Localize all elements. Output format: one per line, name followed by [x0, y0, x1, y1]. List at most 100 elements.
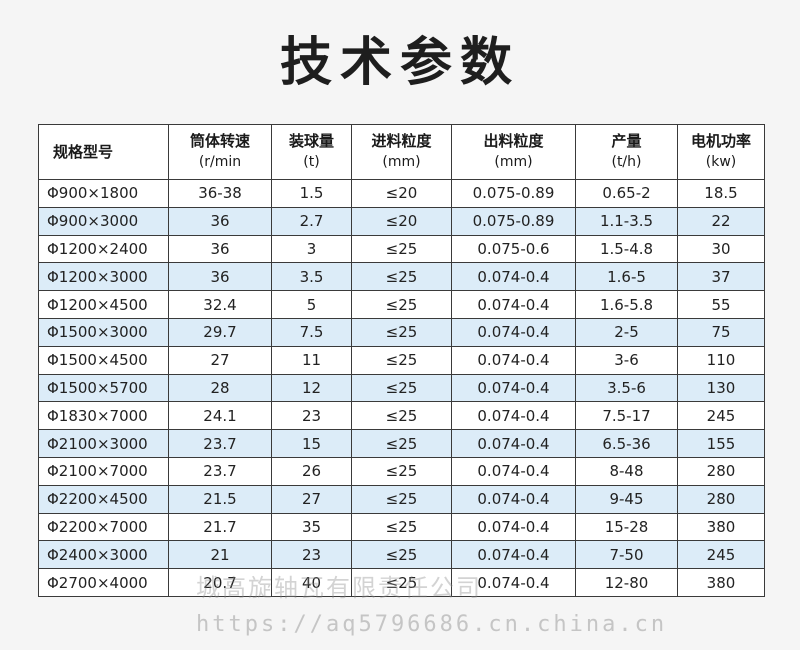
header-unit: (mm): [382, 154, 421, 170]
table-cell: 36-38: [168, 179, 272, 208]
model-cell: Φ900×1800: [38, 179, 169, 208]
table-cell: ≤25: [351, 540, 452, 570]
model-cell: Φ2700×4000: [38, 568, 169, 597]
table-cell: 6.5-36: [575, 429, 678, 458]
table-cell: 8-48: [575, 456, 678, 486]
table-cell: 27: [271, 484, 352, 514]
table-cell: 0.074-0.4: [451, 345, 576, 375]
table-cell: 280: [677, 456, 765, 486]
table-cell: 9-45: [575, 484, 678, 514]
model-cell: Φ1830×7000: [38, 401, 169, 431]
table-cell: 0.074-0.4: [451, 456, 576, 486]
header-cell: 进料粒度 (mm): [351, 124, 452, 180]
table-cell: 0.074-0.4: [451, 262, 576, 292]
table-cell: 3.5: [271, 262, 352, 292]
table-cell: ≤25: [351, 234, 452, 264]
header-cell: 规格型号: [38, 124, 169, 180]
table-cell: ≤25: [351, 290, 452, 319]
table-cell: 23.7: [168, 456, 272, 486]
table-cell: 0.074-0.4: [451, 429, 576, 458]
table-cell: 130: [677, 373, 765, 403]
table-cell: 24.1: [168, 401, 272, 431]
table-cell: 7.5-17: [575, 401, 678, 431]
table-row: Φ2200×7000 21.7 35 ≤25 0.074-0.4 15-28 380: [38, 512, 765, 542]
header-label: 规格型号: [53, 142, 114, 161]
table-cell: ≤25: [351, 262, 452, 292]
model-cell: Φ1200×2400: [38, 234, 169, 264]
table-cell: ≤25: [351, 401, 452, 431]
table-cell: 18.5: [677, 179, 765, 208]
table-cell: ≤25: [351, 317, 452, 347]
table-cell: 0.074-0.4: [451, 317, 576, 347]
spec-table: 规格型号 筒体转速 (r/min 装球量 (t) 进料粒度 (mm) 出料粒度 …: [38, 124, 765, 597]
table-cell: 30: [677, 234, 765, 264]
table-cell: 55: [677, 290, 765, 319]
table-cell: 245: [677, 401, 765, 431]
table-cell: ≤20: [351, 206, 452, 236]
table-cell: ≤25: [351, 345, 452, 375]
table-cell: 3-6: [575, 345, 678, 375]
table-cell: 75: [677, 317, 765, 347]
table-row: Φ1200×4500 32.4 5 ≤25 0.074-0.4 1.6-5.8 55: [38, 290, 765, 319]
table-cell: ≤25: [351, 429, 452, 458]
table-cell: 1.5-4.8: [575, 234, 678, 264]
table-cell: 0.075-0.6: [451, 234, 576, 264]
table-cell: 23.7: [168, 429, 272, 458]
table-cell: ≤25: [351, 484, 452, 514]
table-cell: 0.074-0.4: [451, 512, 576, 542]
table-cell: 0.074-0.4: [451, 568, 576, 597]
header-cell: 装球量 (t): [271, 124, 352, 180]
model-cell: Φ2200×4500: [38, 484, 169, 514]
table-cell: 0.074-0.4: [451, 401, 576, 431]
header-unit: (mm): [494, 154, 533, 170]
table-cell: 2.7: [271, 206, 352, 236]
header-unit: (kw): [705, 154, 737, 170]
table-cell: 26: [271, 456, 352, 486]
header-cell: 产量 (t/h): [575, 124, 678, 180]
table-cell: 36: [168, 262, 272, 292]
table-row: Φ2100×3000 23.7 15 ≤25 0.074-0.4 6.5-36 155: [38, 429, 765, 458]
table-cell: 15-28: [575, 512, 678, 542]
table-cell: 2-5: [575, 317, 678, 347]
table-cell: 35: [271, 512, 352, 542]
table-row: Φ2400×3000 21 23 ≤25 0.074-0.4 7-50 245: [38, 540, 765, 570]
table-cell: 36: [168, 206, 272, 236]
table-cell: 280: [677, 484, 765, 514]
table-cell: 1.5: [271, 179, 352, 208]
table-cell: 23: [271, 540, 352, 570]
model-cell: Φ1500×5700: [38, 373, 169, 403]
model-cell: Φ1200×3000: [38, 262, 169, 292]
table-row: Φ1200×3000 36 3.5 ≤25 0.074-0.4 1.6-5 37: [38, 262, 765, 292]
table-row: Φ2100×7000 23.7 26 ≤25 0.074-0.4 8-48 280: [38, 456, 765, 486]
table-cell: ≤25: [351, 568, 452, 597]
table-cell: 380: [677, 512, 765, 542]
table-cell: 12-80: [575, 568, 678, 597]
table-cell: 245: [677, 540, 765, 570]
table-cell: 12: [271, 373, 352, 403]
header-label: 装球量: [288, 132, 334, 150]
table-cell: 21.5: [168, 484, 272, 514]
table-cell: 21: [168, 540, 272, 570]
table-cell: 1.6-5.8: [575, 290, 678, 319]
table-cell: 11: [271, 345, 352, 375]
header-unit: (t/h): [611, 154, 642, 170]
table-cell: 5: [271, 290, 352, 319]
header-cell: 出料粒度 (mm): [451, 124, 576, 180]
header-label: 进料粒度: [371, 132, 432, 150]
table-cell: 0.075-0.89: [451, 206, 576, 236]
model-cell: Φ1500×3000: [38, 317, 169, 347]
table-cell: 0.074-0.4: [451, 290, 576, 319]
table-cell: 22: [677, 206, 765, 236]
header-unit: (t): [303, 154, 320, 170]
table-cell: 28: [168, 373, 272, 403]
table-header-row: 规格型号 筒体转速 (r/min 装球量 (t) 进料粒度 (mm) 出料粒度 …: [38, 124, 765, 180]
model-cell: Φ2100×3000: [38, 429, 169, 458]
table-cell: ≤20: [351, 179, 452, 208]
table-cell: 21.7: [168, 512, 272, 542]
header-cell: 电机功率 (kw): [677, 124, 765, 180]
table-cell: 1.6-5: [575, 262, 678, 292]
table-cell: ≤25: [351, 373, 452, 403]
table-cell: 29.7: [168, 317, 272, 347]
model-cell: Φ2200×7000: [38, 512, 169, 542]
page-title: 技术参数: [279, 33, 520, 93]
